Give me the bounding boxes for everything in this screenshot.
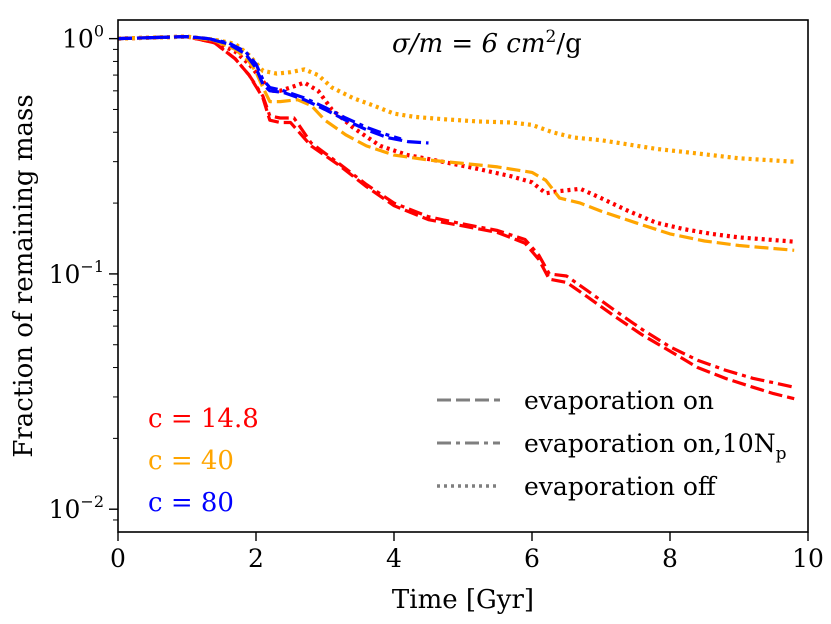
y-tick-label: 10−1: [49, 257, 104, 289]
x-tick-label: 8: [662, 544, 678, 573]
series-line-3: [117, 35, 795, 252]
legend: evaporation on evaporation on,10Np evapora…: [437, 386, 787, 501]
x-tick-label: 10: [792, 544, 824, 573]
x-tick-label: 4: [386, 544, 402, 573]
y-axis-title: Fraction of remaining mass: [9, 94, 39, 457]
x-axis-ticks: 0 2 4 6 8 10: [110, 532, 824, 573]
x-tick-label: 2: [248, 544, 264, 573]
legend-label: evaporation on: [524, 386, 714, 415]
concentration-labels: c = 14.8 c = 40 c = 80: [148, 404, 259, 518]
legend-label: evaporation on,10Np: [524, 429, 787, 464]
x-tick-label: 6: [524, 544, 540, 573]
concentration-label: c = 14.8: [148, 404, 259, 434]
series-line-5: [117, 35, 429, 145]
x-axis-title: Time [Gyr]: [392, 585, 534, 615]
concentration-label: c = 80: [148, 488, 234, 518]
series-line-6: [117, 35, 402, 141]
cross-section-annotation: σ/m = 6 cm2/g: [392, 27, 582, 59]
legend-label: evaporation off: [524, 472, 718, 501]
series-layer: [117, 34, 795, 401]
series-line-1: [117, 35, 795, 389]
plot-frame: [117, 19, 809, 533]
y-tick-label: 10−2: [49, 492, 104, 524]
y-axis-ticks: 100 10−1 10−2: [49, 22, 118, 524]
x-tick-label: 0: [110, 544, 126, 573]
series-line-4: [117, 34, 795, 164]
concentration-label: c = 40: [148, 446, 234, 476]
series-line-2: [117, 34, 795, 244]
y-tick-label: 100: [62, 22, 104, 54]
